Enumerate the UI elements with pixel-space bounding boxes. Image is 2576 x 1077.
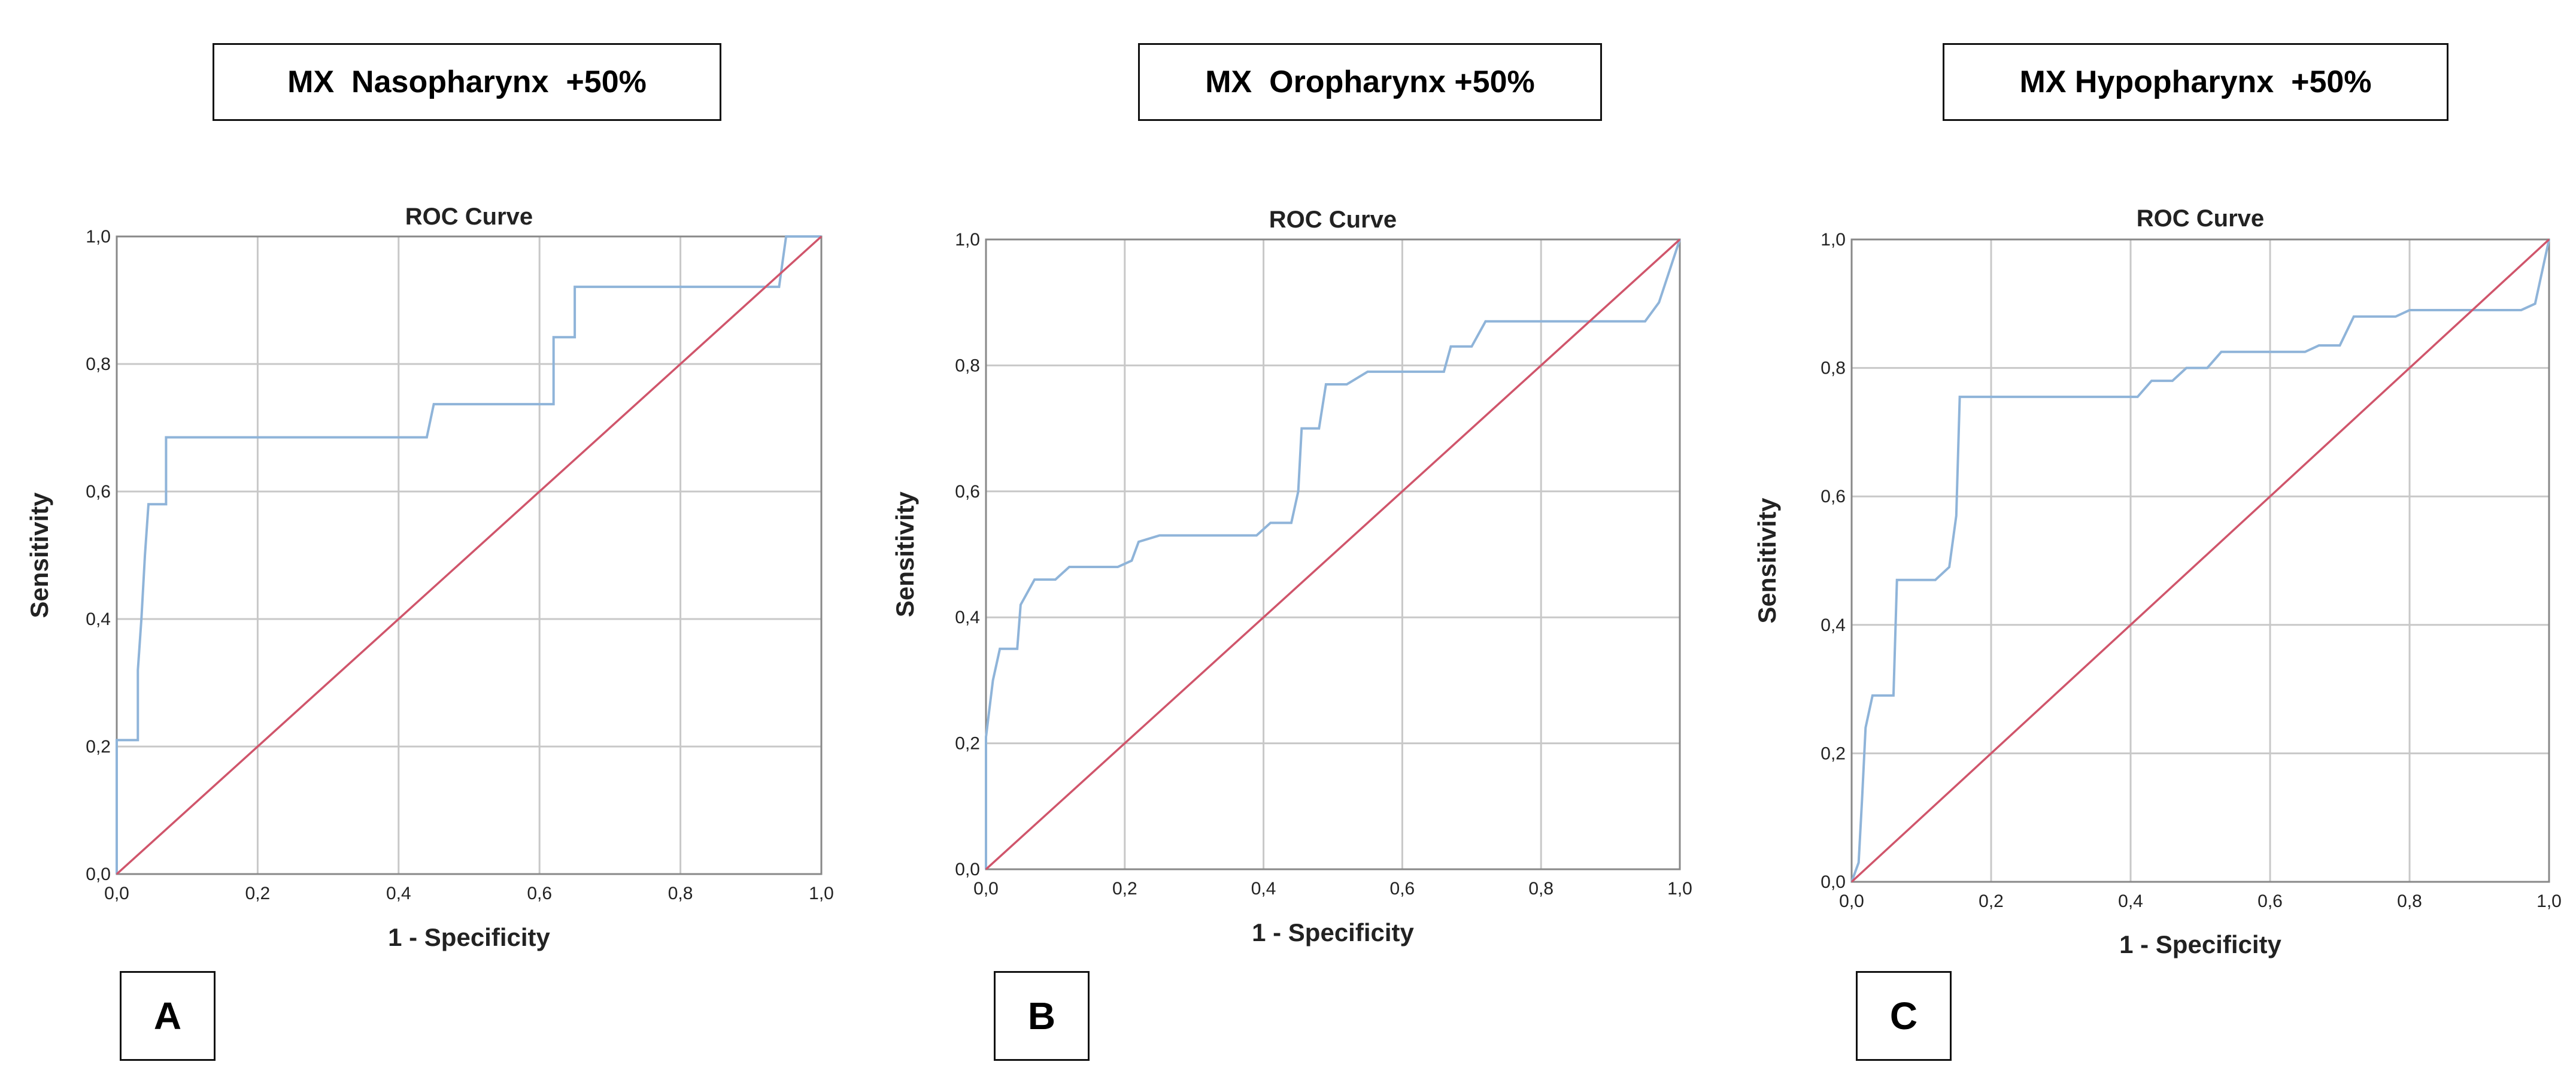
y-tick-label: 0,8 [86,354,111,374]
heading-suffix: +50% [1454,65,1535,99]
panel-heading: MX Oropharynx +50% [1138,43,1602,121]
chart-title: ROC Curve [2137,205,2264,232]
y-tick-label: 0,4 [86,609,111,629]
y-tick-label: 0,2 [86,737,111,757]
x-tick-label: 0,0 [973,879,999,899]
panel-c: MX Hypopharynx +50% 0,0 0,2 0,4 0,6 0,8 1,0 0,… [1717,0,2575,1077]
heading-site: Hypopharynx [2074,65,2274,99]
roc-curve-line [116,235,821,874]
x-tick-label: 0,4 [386,884,411,903]
y-tick-label: 0,0 [86,864,111,884]
roc-chart-a: 0,0 0,2 0,4 0,6 0,8 1,0 0,0 0,2 0,4 0,6 0,8 1,0 ROC … [25,204,834,951]
x-axis-label: 1 - Specificity [388,923,550,951]
y-axis-label: Sensitivity [1753,497,1781,624]
x-tick-label: 0,0 [104,884,129,903]
y-tick-label: 0,0 [955,860,980,879]
y-tick-label: 0,8 [955,356,980,375]
x-tick-label: 0,6 [2258,891,2283,911]
heading-suffix: +50% [2291,65,2372,99]
chart-title: ROC Curve [1269,207,1397,233]
y-axis-label: Sensitivity [25,492,53,618]
roc-curve-line [985,239,1681,869]
chart-title: ROC Curve [405,204,533,230]
x-tick-label: 0,2 [1979,891,2004,911]
panel-a: MX Nasopharynx +50% 0,0 0,2 0,4 0,6 0,8 1,0 0,… [0,0,858,1077]
heading-suffix: +50% [566,65,647,99]
y-tick-label: 0,6 [955,482,980,502]
y-tick-label: 0,8 [1821,359,1846,378]
y-tick-label: 0,6 [1821,487,1846,506]
reference-line [985,238,1681,870]
plot-frame [1850,238,2550,883]
heading-prefix: MX [287,65,335,99]
y-axis-label: Sensitivity [891,491,919,617]
x-tick-label: 0,6 [1390,879,1415,899]
reference-line [1850,238,2550,883]
y-tick-label: 1,0 [955,230,980,250]
y-tick-label: 0,0 [1821,872,1846,892]
x-tick-label: 0,2 [1112,879,1137,899]
x-axis-label: 1 - Specificity [1252,918,1414,946]
x-tick-label: 1,0 [809,884,834,903]
plot-frame [985,238,1681,870]
y-tick-label: 0,6 [86,482,111,502]
y-tick-label: 1,0 [1821,230,1846,250]
x-tick-label: 0,8 [1528,879,1554,899]
roc-chart-b: 0,0 0,2 0,4 0,6 0,8 1,0 0,0 0,2 0,4 0,6 0,8 1,0 ROC … [891,207,1692,946]
panel-letter: C [1856,971,1952,1061]
x-tick-label: 0,0 [1839,891,1864,911]
y-tick-label: 1,0 [86,227,111,247]
x-tick-label: 0,4 [1251,879,1276,899]
y-tick-label: 0,4 [955,608,980,627]
panel-letter: B [994,971,1090,1061]
heading-site: Oropharynx [1269,65,1446,99]
plot-frame [116,235,823,875]
x-tick-label: 1,0 [2536,891,2562,911]
reference-line [116,235,823,875]
panel-letter: A [120,971,216,1061]
panel-b: MX Oropharynx +50% 0,0 0,2 0,4 0,6 0,8 1,0 0,0… [858,0,1717,1077]
x-tick-label: 0,8 [668,884,693,903]
roc-chart-c: 0,0 0,2 0,4 0,6 0,8 1,0 0,0 0,2 0,4 0,6 0,8 1,0 ROC … [1753,205,2562,958]
x-tick-label: 0,2 [245,884,271,903]
heading-prefix: MX [1205,65,1252,99]
heading-site: Nasopharynx [351,65,549,99]
x-axis-label: 1 - Specificity [2119,930,2281,958]
heading-prefix: MX [2019,65,2067,99]
x-tick-label: 0,6 [527,884,552,903]
x-tick-label: 0,4 [2118,891,2143,911]
panel-heading: MX Hypopharynx +50% [1943,43,2448,121]
y-tick-label: 0,2 [1821,744,1846,763]
panel-heading: MX Nasopharynx +50% [213,43,721,121]
roc-curve-line [1850,239,2550,882]
y-tick-label: 0,4 [1821,615,1846,635]
x-tick-label: 1,0 [1667,879,1692,899]
y-tick-label: 0,2 [955,734,980,754]
x-tick-label: 0,8 [2397,891,2422,911]
